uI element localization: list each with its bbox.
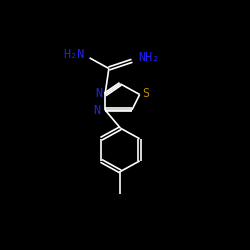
Text: S: S — [142, 88, 150, 101]
Text: H₂N: H₂N — [64, 48, 85, 60]
Text: N: N — [95, 88, 102, 101]
Text: NH₂: NH₂ — [139, 51, 160, 64]
Text: N: N — [93, 104, 100, 117]
